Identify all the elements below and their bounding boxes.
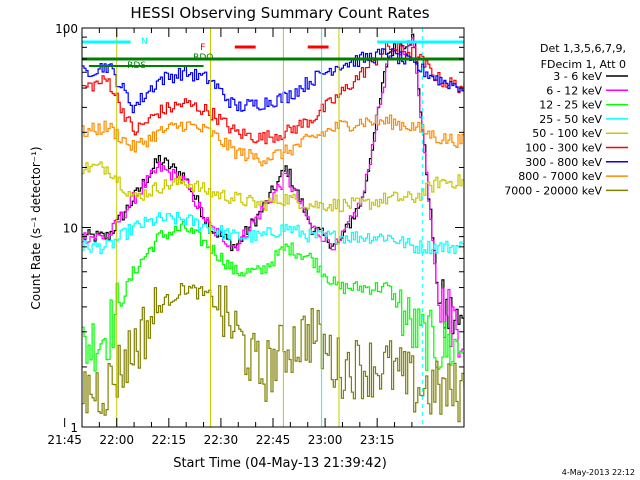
x-tick-label-2: 22:00 [99, 433, 134, 447]
legend-label-1: 3 - 6 keV [553, 70, 602, 83]
legend: Det 1,3,5,6,7,9, FDecim 1, Att 03 - 6 keV… [504, 42, 628, 197]
x-axis-label: Start Time (04-May-13 21:39:42) [173, 456, 387, 471]
flag-label-4: RDS [127, 61, 146, 71]
x-tick-label-1: 21:45 [47, 433, 82, 447]
y-axis-label: Count Rate (s⁻¹ detector⁻¹) [29, 146, 43, 309]
y-tick-label-1: 100 [55, 22, 78, 36]
series-line-5 [82, 161, 464, 213]
data-layer [82, 28, 464, 427]
y-tick-label-3: 1 [70, 421, 78, 435]
flag-label-1: N [141, 37, 148, 47]
legend-header-2: FDecim 1, Att 0 [541, 58, 626, 71]
flag-label-2: F [200, 43, 205, 53]
x-tick-label-7: 23:15 [360, 433, 395, 447]
series-line-9 [82, 283, 464, 423]
legend-label-6: 100 - 300 keV [525, 142, 602, 155]
chart-title: HESSI Observing Summary Count Rates [130, 4, 429, 22]
series-line-6 [82, 42, 464, 145]
series-line-1 [82, 33, 464, 347]
axes-layer: 100 10 121:45 22:00 22:15 22:30 22:45 23:00 23:1… [47, 22, 465, 447]
legend-label-8: 800 - 7000 keV [518, 170, 602, 183]
y-tick-label-2: 10 [63, 222, 78, 236]
legend-label-7: 300 - 800 keV [525, 156, 602, 169]
x-tick-label-3: 22:15 [152, 433, 187, 447]
series-line-2 [82, 37, 464, 358]
x-tick-label-5: 22:45 [256, 433, 291, 447]
legend-label-9: 7000 - 20000 keV [504, 184, 602, 197]
series-line-8 [82, 114, 464, 167]
footer-date: 4-May-2013 22:12 [562, 468, 635, 477]
x-tick-label-4: 22:30 [204, 433, 239, 447]
legend-header-1: Det 1,3,5,6,7,9, [540, 42, 626, 55]
legend-label-4: 25 - 50 keV [539, 113, 602, 126]
legend-label-3: 12 - 25 keV [539, 99, 602, 112]
series-line-4 [82, 211, 464, 255]
flag-label-3: RDO [193, 53, 213, 63]
x-tick-label-6: 23:00 [308, 433, 343, 447]
legend-label-5: 50 - 100 keV [532, 127, 602, 140]
series-line-3 [82, 220, 464, 372]
legend-label-2: 6 - 12 keV [546, 84, 602, 97]
